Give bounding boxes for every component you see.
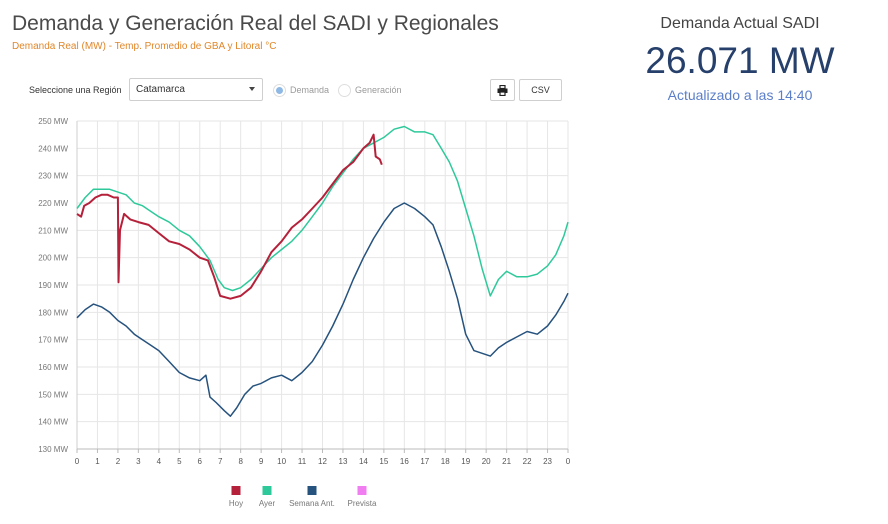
legend-label: Ayer (259, 499, 276, 508)
x-tick-label: 20 (482, 457, 491, 466)
legend-label: Prevista (348, 499, 377, 508)
series-line-ayer (76, 125, 569, 297)
chart-series (76, 125, 569, 417)
radio-generation-label: Generación (355, 85, 402, 95)
y-tick-label: 130 MW (38, 445, 68, 454)
y-tick-label: 230 MW (38, 172, 68, 181)
y-tick-label: 140 MW (38, 418, 68, 427)
x-tick-label: 0 (75, 457, 80, 466)
y-tick-label: 190 MW (38, 281, 68, 290)
x-tick-label: 12 (318, 457, 327, 466)
y-tick-label: 150 MW (38, 390, 68, 399)
x-tick-label: 9 (259, 457, 264, 466)
radio-generation-indicator (338, 83, 351, 97)
y-tick-label: 240 MW (38, 144, 68, 153)
chart-legend[interactable]: Hoy Ayer Semana Ant. Prevista (229, 486, 377, 508)
x-tick-label: 0 (566, 457, 571, 466)
legend-item[interactable]: Semana Ant. (289, 486, 335, 508)
legend-swatch (307, 486, 317, 495)
y-tick-label: 180 MW (38, 308, 68, 317)
legend-swatch (357, 486, 367, 495)
x-tick-label: 15 (379, 457, 388, 466)
x-tick-label: 22 (523, 457, 532, 466)
series-line-hoy (76, 133, 383, 300)
x-tick-label: 17 (420, 457, 429, 466)
x-tick-label: 16 (400, 457, 409, 466)
y-tick-label: 220 MW (38, 199, 68, 208)
y-tick-label: 250 MW (38, 117, 68, 126)
region-select[interactable]: Catamarca (129, 78, 263, 101)
print-button[interactable] (490, 79, 515, 101)
legend-item[interactable]: Ayer (259, 486, 276, 508)
x-tick-label: 5 (177, 457, 182, 466)
radio-demand[interactable]: Demanda (273, 83, 329, 97)
radio-demand-label: Demanda (290, 85, 330, 95)
x-tick-label: 21 (502, 457, 511, 466)
x-tick-label: 4 (157, 457, 162, 466)
y-tick-label: 210 MW (38, 226, 68, 235)
legend-swatch (231, 486, 241, 495)
x-tick-label: 18 (441, 457, 450, 466)
y-tick-label: 170 MW (38, 336, 68, 345)
x-tick-label: 3 (136, 457, 141, 466)
chart-grid (76, 120, 569, 450)
legend-item[interactable]: Hoy (229, 486, 243, 508)
radio-demand-indicator (273, 83, 286, 97)
current-demand-updated: Actualizado a las 14:40 (667, 87, 813, 103)
legend-swatch (262, 486, 272, 495)
x-tick-label: 14 (359, 457, 368, 466)
current-demand-title: Demanda Actual SADI (660, 15, 820, 32)
current-demand-value: 26.071 MW (645, 40, 835, 81)
x-tick-label: 8 (238, 457, 243, 466)
legend-label: Hoy (229, 499, 243, 508)
csv-button-label: CSV (531, 85, 550, 95)
legend-label: Semana Ant. (289, 499, 335, 508)
page-title: Demanda y Generación Real del SADI y Reg… (12, 12, 499, 35)
series-line-semana-ant (76, 202, 569, 417)
region-label: Seleccione una Región (29, 85, 122, 95)
chevron-down-icon (249, 87, 255, 91)
legend-item[interactable]: Prevista (348, 486, 377, 508)
x-tick-label: 6 (198, 457, 203, 466)
region-select-value: Catamarca (136, 84, 185, 95)
x-tick-label: 13 (339, 457, 348, 466)
x-tick-label: 23 (543, 457, 552, 466)
chart-ticks: 130 MW 140 MW 150 MW 160 MW 170 MW 180 MW 190 … (38, 117, 571, 466)
x-tick-label: 10 (277, 457, 286, 466)
y-tick-label: 160 MW (38, 363, 68, 372)
csv-button[interactable]: CSV (519, 79, 562, 101)
x-tick-label: 11 (298, 457, 307, 466)
x-tick-label: 1 (95, 457, 100, 466)
y-tick-label: 200 MW (38, 254, 68, 263)
x-tick-label: 7 (218, 457, 223, 466)
x-tick-label: 2 (116, 457, 121, 466)
radio-generation[interactable]: Generación (338, 83, 402, 97)
x-tick-label: 19 (461, 457, 470, 466)
printer-icon (497, 84, 508, 96)
page-subtitle: Demanda Real (MW) - Temp. Promedio de GB… (12, 41, 277, 52)
